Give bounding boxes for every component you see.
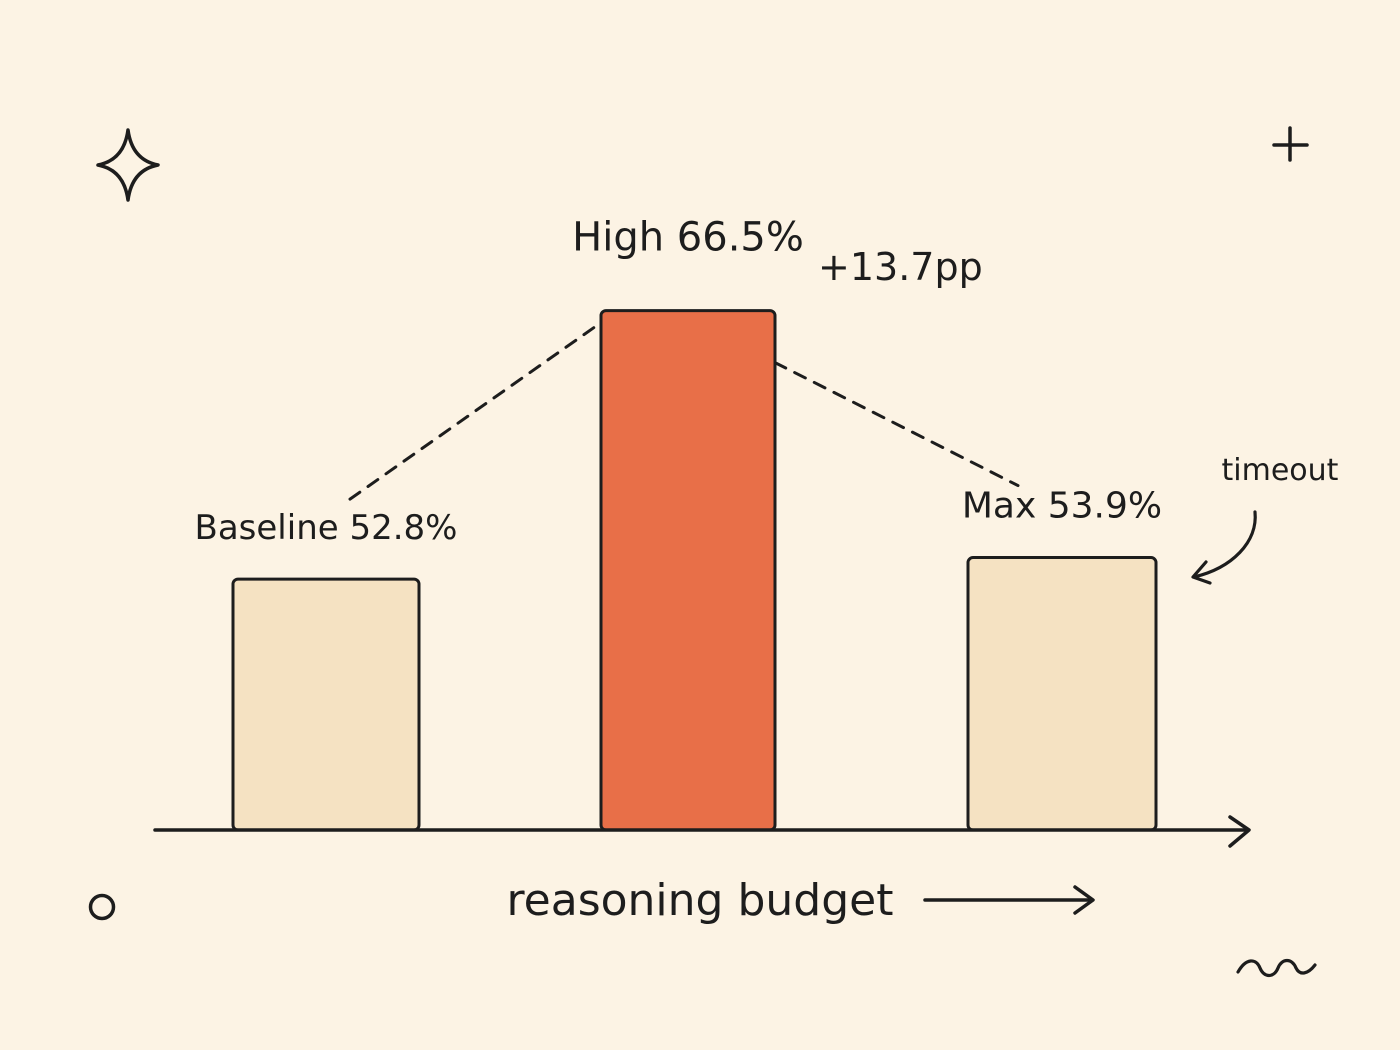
- connector-right: [773, 361, 1020, 488]
- squiggle-icon: [1236, 958, 1317, 978]
- timeout-annotation: timeout: [1222, 453, 1339, 488]
- sparkle-icon: [96, 128, 160, 202]
- bars: [231, 309, 1158, 832]
- bar-label-max: Max 53.9%: [962, 486, 1162, 527]
- bar-baseline: [231, 577, 421, 832]
- timeout-arrowhead: [1191, 560, 1212, 585]
- difference-annotation: +13.7pp: [818, 245, 983, 289]
- bar-label-high: High 66.5%: [572, 215, 804, 261]
- circle-icon: [88, 893, 116, 921]
- bar-label-baseline: Baseline 52.8%: [195, 508, 458, 548]
- x-label-arrow-icon: [923, 885, 1095, 915]
- x-axis-arrowhead: [1228, 815, 1251, 848]
- bar-high: [599, 309, 777, 832]
- bar-max: [966, 556, 1158, 832]
- x-axis-label: reasoning budget: [507, 875, 894, 926]
- connector-left: [348, 321, 603, 501]
- plus-icon: [1272, 126, 1309, 162]
- connectors: [348, 321, 1020, 501]
- timeout-arrow-icon: [1192, 510, 1257, 579]
